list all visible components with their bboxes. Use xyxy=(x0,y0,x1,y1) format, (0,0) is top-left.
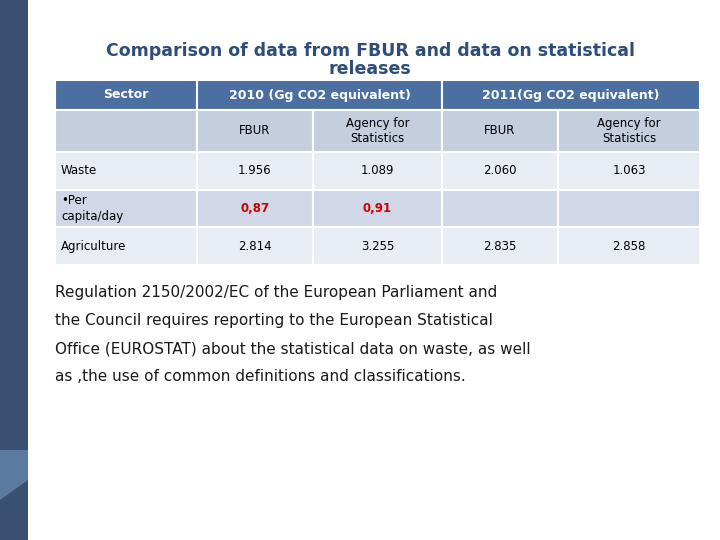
Text: •Per
capita/day: •Per capita/day xyxy=(61,194,123,223)
Text: Comparison of data from FBUR and data on statistical: Comparison of data from FBUR and data on… xyxy=(106,42,634,60)
Bar xyxy=(197,152,313,190)
Text: Regulation 2150/2002/EC of the European Parliament and: Regulation 2150/2002/EC of the European … xyxy=(55,285,498,300)
Bar xyxy=(55,80,197,110)
Bar xyxy=(55,227,197,265)
Text: 1.089: 1.089 xyxy=(361,164,395,177)
Bar xyxy=(55,110,197,152)
Bar xyxy=(0,0,28,540)
Text: 2011(Gg CO2 equivalent): 2011(Gg CO2 equivalent) xyxy=(482,89,660,102)
Text: Office (EUROSTAT) about the statistical data on waste, as well: Office (EUROSTAT) about the statistical … xyxy=(55,341,531,356)
Text: releases: releases xyxy=(328,60,411,78)
Bar xyxy=(442,227,558,265)
Bar xyxy=(313,110,442,152)
Bar xyxy=(558,227,700,265)
Text: 2.814: 2.814 xyxy=(238,240,271,253)
Bar xyxy=(442,152,558,190)
Bar xyxy=(313,227,442,265)
Text: 3.255: 3.255 xyxy=(361,240,394,253)
Text: 2.835: 2.835 xyxy=(483,240,517,253)
Polygon shape xyxy=(0,450,28,500)
Bar xyxy=(558,110,700,152)
Bar xyxy=(558,190,700,227)
Bar xyxy=(313,190,442,227)
Bar xyxy=(313,152,442,190)
Text: 2.060: 2.060 xyxy=(483,164,517,177)
Bar xyxy=(197,227,313,265)
Bar xyxy=(55,152,197,190)
Text: FBUR: FBUR xyxy=(239,125,271,138)
Text: 0,91: 0,91 xyxy=(363,202,392,215)
Bar xyxy=(558,152,700,190)
Bar xyxy=(197,190,313,227)
Text: 0,87: 0,87 xyxy=(240,202,269,215)
Text: Agency for
Statistics: Agency for Statistics xyxy=(597,117,661,145)
Text: Agency for
Statistics: Agency for Statistics xyxy=(346,117,409,145)
Bar xyxy=(197,110,313,152)
Text: Agriculture: Agriculture xyxy=(61,240,127,253)
Bar xyxy=(197,80,442,110)
Text: Sector: Sector xyxy=(103,89,148,102)
Text: 1.063: 1.063 xyxy=(612,164,646,177)
Text: FBUR: FBUR xyxy=(485,125,516,138)
Bar xyxy=(442,80,700,110)
Text: 1.956: 1.956 xyxy=(238,164,271,177)
Text: the Council requires reporting to the European Statistical: the Council requires reporting to the Eu… xyxy=(55,313,493,328)
Text: 2.858: 2.858 xyxy=(613,240,646,253)
Text: 2010 (Gg CO2 equivalent): 2010 (Gg CO2 equivalent) xyxy=(228,89,410,102)
Text: as ,the use of common definitions and classifications.: as ,the use of common definitions and cl… xyxy=(55,369,466,384)
Bar xyxy=(55,190,197,227)
Text: Waste: Waste xyxy=(61,164,97,177)
Bar xyxy=(442,190,558,227)
Bar xyxy=(442,110,558,152)
